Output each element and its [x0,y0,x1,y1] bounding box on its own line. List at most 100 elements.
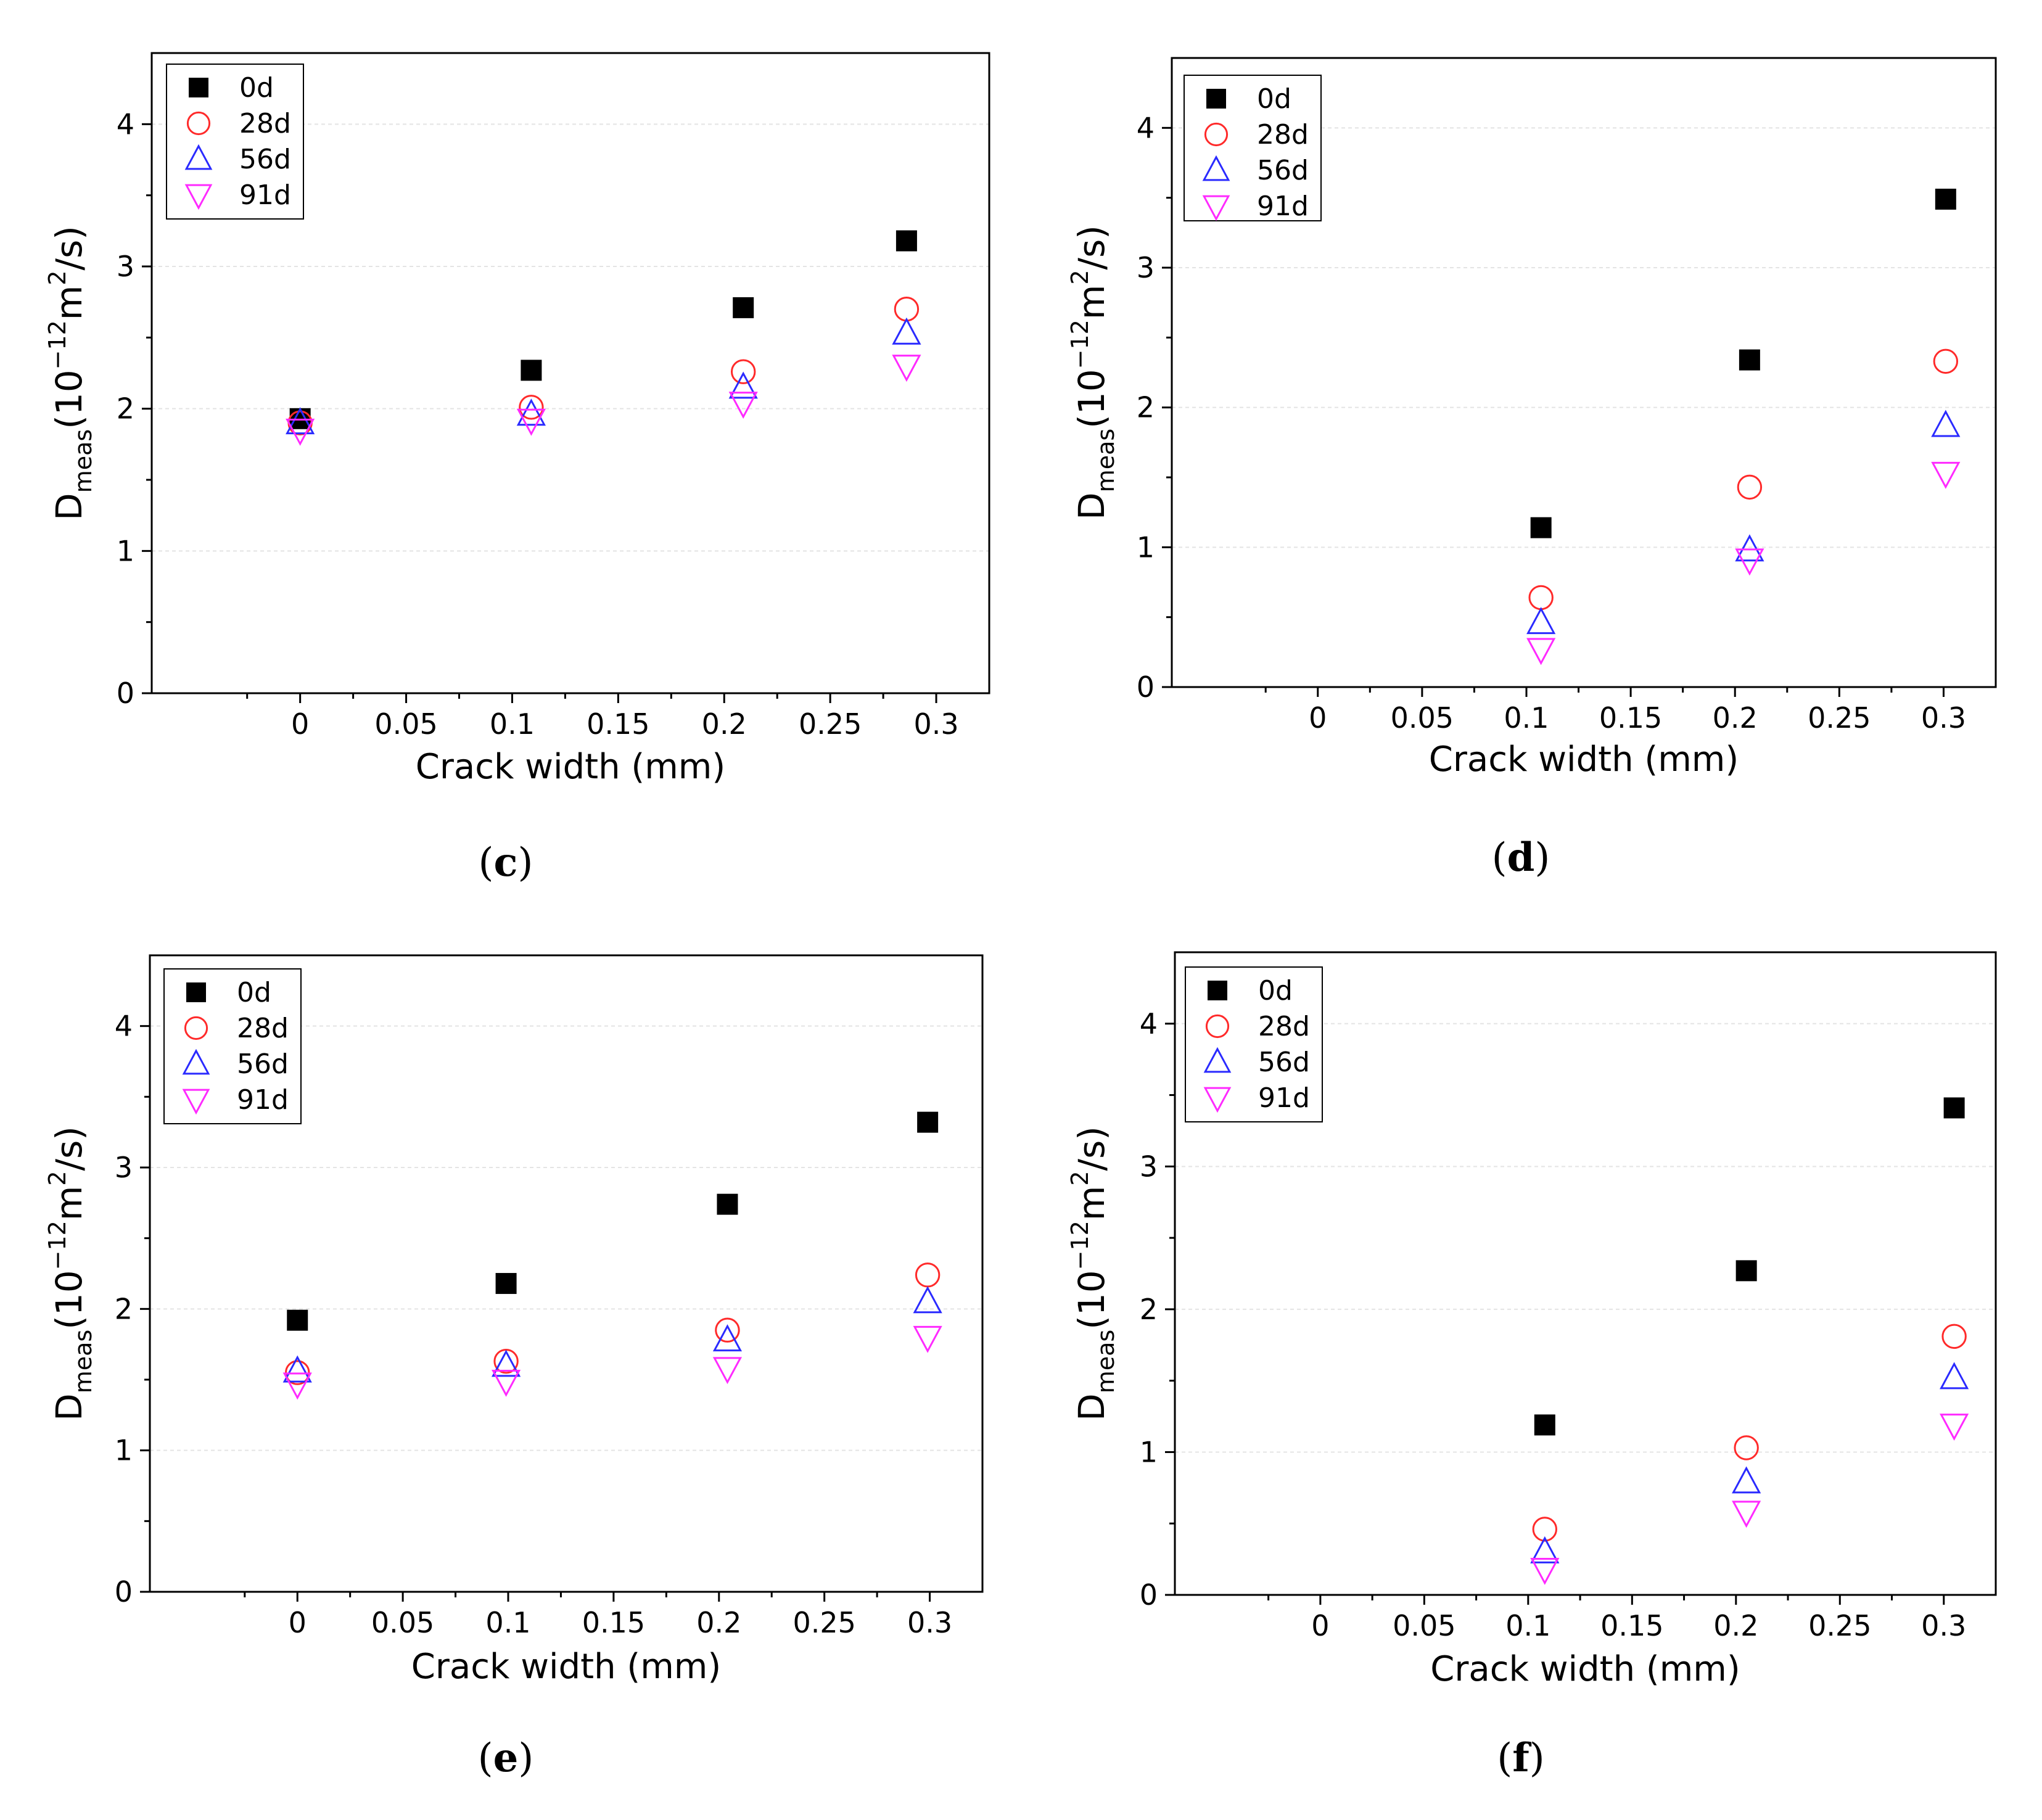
legend-marker-56d [184,144,213,170]
y-tick-label: 4 [117,107,134,141]
series-0d [1530,188,1956,538]
y-tick-label: 4 [1140,1007,1158,1040]
x-tick-label: 0 [291,707,309,741]
data-point-91d [492,1369,521,1397]
data-point-0d [1530,517,1552,538]
legend-label-0d: 0d [237,977,271,1008]
legend-marker-56d [182,1048,210,1075]
data-point-91d [1732,1501,1761,1528]
y-tick-label: 3 [115,1151,133,1184]
panel-caption: (d) [1492,834,1550,881]
data-point-56d [1735,534,1764,562]
y-axis-label: Dmeas(10−12m2/s) [44,226,97,521]
data-point-56d [1931,410,1961,437]
series-28d [1532,1324,1967,1542]
x-tick-label: 0.25 [1808,701,1871,735]
x-tick-label: 0 [1311,1609,1329,1642]
chart-panel-c: 0 1 2 3 4 0 0.05 0.1 0.15 0.2 0.25 0.3 Crack width (… [44,52,990,886]
y-tick-label: 1 [1137,530,1155,564]
x-tick-label: 0.2 [702,707,747,741]
y-axis-label: Dmeas(10−12m2/s) [44,1126,97,1421]
data-point-28d [1941,1324,1967,1349]
data-point-0d [917,1111,939,1133]
data-point-28d [715,1317,740,1343]
plot-frame [149,954,984,1593]
x-tick-label: 0.15 [1599,701,1662,735]
series-91d [282,1325,942,1400]
series-56d [286,317,921,435]
x-tick-label: 0.25 [799,707,862,741]
data-point-0d [1739,349,1760,371]
series-56d [1526,410,1961,635]
data-point-0d [733,297,754,318]
y-tick-label: 3 [1140,1150,1158,1183]
legend-marker-0d [186,982,206,1002]
legend-marker-91d [184,184,213,210]
y-tick-label: 2 [1140,1293,1158,1326]
data-point-56d [1526,607,1556,635]
data-point-56d [728,371,758,399]
legend-marker-28d [184,1016,208,1040]
y-tick-label: 0 [115,1575,133,1608]
data-point-56d [286,407,315,435]
data-point-56d [1732,1466,1761,1494]
data-point-28d [1532,1517,1557,1542]
legend-marker-56d [1202,155,1230,181]
legend-label-0d: 0d [1257,83,1291,115]
data-point-0d [495,1273,517,1295]
legend: 0d 28d 56d 91d [163,968,302,1124]
x-tick-label: 0.05 [371,1606,434,1639]
legend-label-28d: 28d [1258,1011,1310,1042]
legend-label-56d: 56d [237,1048,289,1080]
legend-marker-91d [182,1089,210,1115]
x-axis-label: Crack width (mm) [1430,1649,1740,1689]
legend: 0d 28d 56d 91d [1184,75,1322,222]
plot-frame [1171,57,1997,688]
x-tick-label: 0.25 [793,1606,855,1639]
y-tick-label: 2 [115,1292,133,1325]
legend-label-56d: 56d [1258,1047,1310,1078]
x-tick-label: 0.2 [1713,701,1758,735]
data-point-28d [1734,1435,1759,1460]
y-tick-label: 3 [117,250,134,283]
legend-label-91d: 91d [1257,191,1309,222]
legend-label-56d: 56d [239,144,291,175]
y-tick-label: 0 [117,677,134,710]
y-axis-label: Dmeas(10−12m2/s) [1066,225,1119,520]
data-point-0d [1534,1414,1555,1436]
panel-caption: (f) [1497,1735,1544,1781]
data-point-91d [892,355,921,382]
x-tick-label: 0.2 [1713,1609,1758,1642]
data-point-91d [1526,638,1556,665]
data-point-91d [1940,1414,1969,1441]
x-tick-label: 0.25 [1808,1609,1871,1642]
x-tick-label: 0.15 [1600,1609,1663,1642]
data-point-91d [282,1372,312,1400]
x-tick-label: 0.3 [913,707,958,741]
panel-caption: (e) [478,1735,534,1781]
plot-frame [1174,951,1997,1596]
data-point-91d [286,418,315,446]
data-point-56d [516,398,546,426]
data-point-56d [712,1324,743,1352]
plot-frame [150,52,990,694]
x-tick-label: 0.1 [485,1606,530,1639]
legend: 0d 28d 56d 91d [1185,966,1323,1122]
legend-marker-28d [186,111,211,136]
y-tick-label: 1 [1140,1435,1158,1468]
x-tick-label: 0.1 [490,707,535,741]
legend-marker-28d [1205,1014,1230,1039]
legend-marker-91d [1202,195,1230,221]
x-tick-label: 0.05 [1391,701,1454,735]
x-tick-label: 0.3 [1921,701,1966,735]
y-tick-label: 4 [1137,111,1155,144]
x-tick-label: 0.1 [1504,701,1549,735]
legend-label-0d: 0d [1258,975,1293,1007]
legend-marker-0d [1208,981,1227,1000]
legend-label-28d: 28d [239,108,291,139]
series-56d [282,1286,942,1383]
data-point-56d [282,1355,312,1383]
x-axis-label: Crack width (mm) [416,747,725,787]
x-tick-label: 0.15 [582,1606,645,1639]
legend-marker-0d [189,78,208,97]
